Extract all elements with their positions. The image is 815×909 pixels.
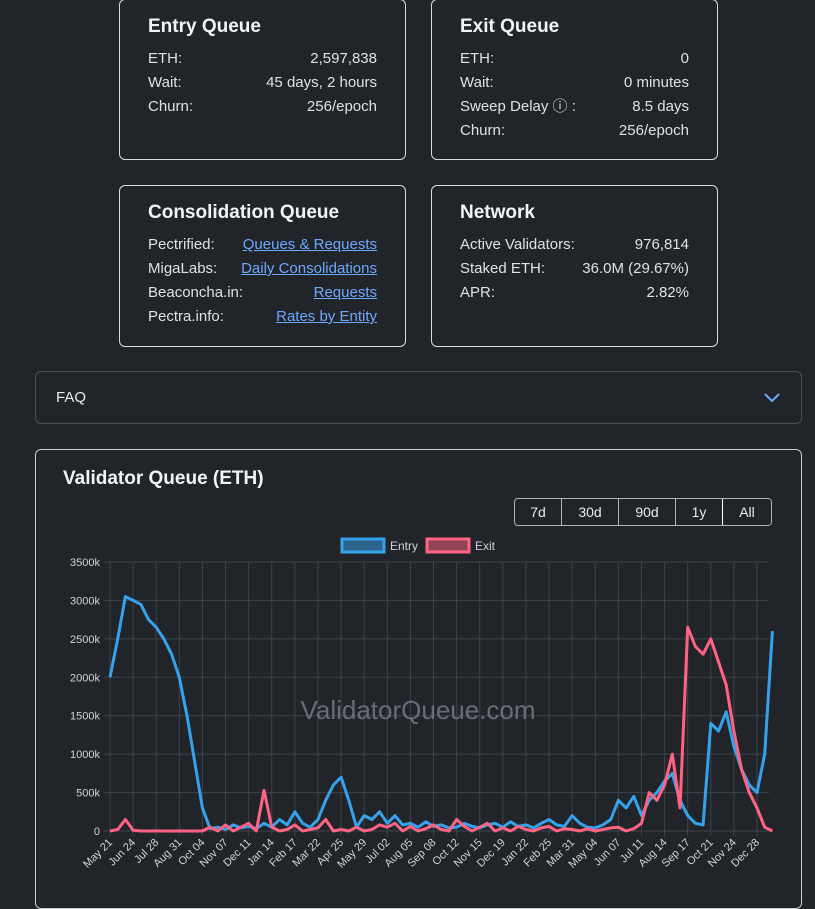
card-title: Consolidation Queue <box>148 202 340 223</box>
range-button[interactable]: 1y <box>676 499 723 525</box>
row-label: Pectrified: <box>148 236 215 253</box>
card-row: ETH: 0 <box>460 47 689 71</box>
card-row: Beaconcha.in: Requests <box>148 281 377 305</box>
card-row: MigaLabs: Daily Consolidations <box>148 257 377 281</box>
row-value: 2.82% <box>646 284 689 301</box>
card-title: Network <box>460 202 535 223</box>
card-row: Churn: 256/epoch <box>148 95 377 119</box>
row-label: Staked ETH: <box>460 260 546 277</box>
card-row: Sweep Delay ⓘ : 8.5 days <box>460 95 689 119</box>
info-card: Exit Queue ETH: 0 Wait: 0 minutes Sweep Delay… <box>431 0 718 160</box>
row-value: 2,597,838 <box>310 50 377 67</box>
card-row: Churn: 256/epoch <box>460 119 689 143</box>
chart-title: Validator Queue (ETH) <box>63 468 264 489</box>
info-card: Entry Queue ETH: 2,597,838 Wait: 45 days, 2 … <box>119 0 406 160</box>
faq-toggle[interactable]: FAQ <box>35 371 802 424</box>
row-label: APR: <box>460 284 496 301</box>
row-label: Wait: <box>460 74 494 91</box>
card-row: Wait: 0 minutes <box>460 71 689 95</box>
range-buttons: 7d 30d 90d 1y All <box>514 498 772 526</box>
row-link[interactable]: Daily Consolidations <box>241 260 377 277</box>
row-link[interactable]: Rates by Entity <box>276 308 377 325</box>
row-value: 256/epoch <box>306 98 377 115</box>
chevron-icon <box>764 392 780 402</box>
card-row: Staked ETH: 36.0M (29.67%) <box>460 257 689 281</box>
row-label: Churn: <box>148 98 194 115</box>
row-label: ETH: <box>148 50 183 67</box>
row-label: ETH: <box>460 50 495 67</box>
card-row: APR: 2.82% <box>460 281 689 305</box>
card-row: Active Validators: 976,814 <box>460 233 689 257</box>
row-value: 976,814 <box>634 236 689 253</box>
info-card: Consolidation Queue Pectrified: Queues & R… <box>119 185 406 347</box>
row-label: Sweep Delay ⓘ : <box>460 98 576 115</box>
row-label: MigaLabs: <box>148 260 218 277</box>
row-label: Pectra.info: <box>148 308 224 325</box>
card-row: Pectrified: Queues & Requests <box>148 233 377 257</box>
chart-panel: Validator Queue (ETH) 7d 30d 90d 1y All <box>35 449 802 909</box>
row-label: Beaconcha.in: <box>148 284 244 301</box>
range-button[interactable]: All <box>722 499 771 525</box>
card-title: Entry Queue <box>148 16 261 37</box>
faq-label: FAQ <box>56 389 87 406</box>
info-card: Network Active Validators: 976,814 Staked E… <box>431 185 718 347</box>
row-link[interactable]: Requests <box>313 284 377 301</box>
row-label: Active Validators: <box>460 236 575 253</box>
card-row: ETH: 2,597,838 <box>148 47 377 71</box>
card-row: Pectra.info: Rates by Entity <box>148 305 377 329</box>
range-button[interactable]: 30d <box>562 499 619 525</box>
range-button[interactable]: 90d <box>619 499 676 525</box>
row-value: 36.0M (29.67%) <box>582 260 689 277</box>
row-value: 0 minutes <box>623 74 689 91</box>
row-label: Wait: <box>148 74 182 91</box>
range-button[interactable]: 7d <box>515 499 562 525</box>
row-value: 45 days, 2 hours <box>266 74 377 91</box>
row-label: Churn: <box>460 122 506 139</box>
row-value: 256/epoch <box>618 122 689 139</box>
row-value: 8.5 days <box>632 98 689 115</box>
card-title: Exit Queue <box>460 16 560 37</box>
card-row: Wait: 45 days, 2 hours <box>148 71 377 95</box>
row-value: 0 <box>680 50 689 67</box>
row-link[interactable]: Queues & Requests <box>242 236 377 253</box>
